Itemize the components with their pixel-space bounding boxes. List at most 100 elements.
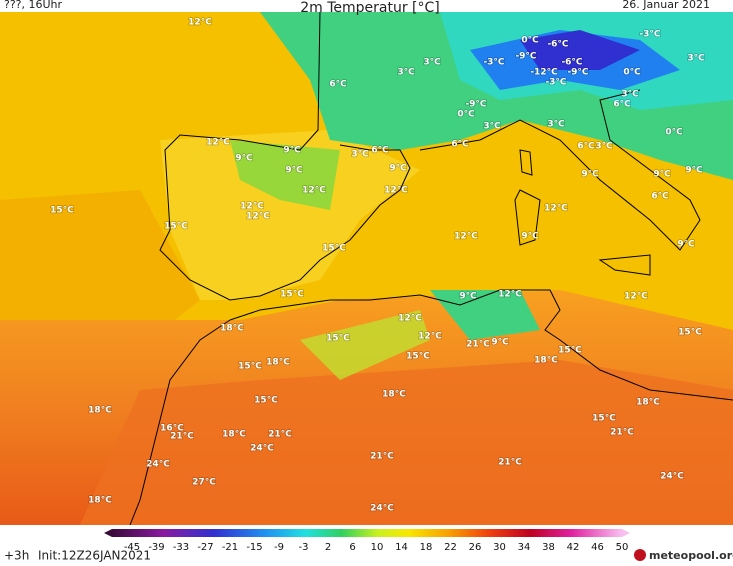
temperature-label: -9°C bbox=[465, 100, 486, 110]
temperature-label: 6°C bbox=[371, 146, 389, 156]
temperature-label: 24°C bbox=[250, 444, 274, 454]
temperature-label: 21°C bbox=[610, 428, 634, 438]
scale-tick-label: 10 bbox=[371, 542, 384, 553]
scale-tick-label: 18 bbox=[420, 542, 433, 553]
scale-tick-label: 46 bbox=[591, 542, 604, 553]
temperature-label: 9°C bbox=[491, 338, 509, 348]
temperature-label: 12°C bbox=[398, 314, 422, 324]
scale-tick-label: -39 bbox=[148, 542, 164, 553]
scale-tick-label: -27 bbox=[197, 542, 213, 553]
temperature-label: 3°C bbox=[595, 142, 613, 152]
temperature-label: 24°C bbox=[146, 460, 170, 470]
temperature-label: 15°C bbox=[164, 222, 188, 232]
logo-icon bbox=[634, 549, 646, 561]
temperature-label: 3°C bbox=[547, 120, 565, 130]
temperature-label: 9°C bbox=[389, 164, 407, 174]
temperature-label: 9°C bbox=[581, 170, 599, 180]
run-time: ???, 16Uhr bbox=[4, 0, 63, 11]
temperature-label: 15°C bbox=[50, 206, 74, 216]
temperature-label: 12°C bbox=[498, 290, 522, 300]
temperature-label: 21°C bbox=[170, 432, 194, 442]
temperature-label: 6°C bbox=[577, 142, 595, 152]
scale-tick-label: 6 bbox=[349, 542, 355, 553]
temperature-label: 12°C bbox=[454, 232, 478, 242]
temperature-labels: 12°C6°C3°C3°C0°C -6°C-3°C-3°C-9°C-6°C-12°… bbox=[49, 17, 705, 515]
temperature-label: -9°C bbox=[515, 52, 536, 62]
temperature-label: 21°C bbox=[370, 452, 394, 462]
temperature-label: 27°C bbox=[192, 478, 216, 488]
temperature-label: 21°C bbox=[268, 430, 292, 440]
temperature-label: 15°C bbox=[678, 328, 702, 338]
temperature-label: 6°C bbox=[613, 100, 631, 110]
scale-tick-label: 30 bbox=[493, 542, 506, 553]
scale-tick-label: 38 bbox=[542, 542, 555, 553]
temperature-label: -3°C bbox=[483, 58, 504, 68]
temperature-label: 24°C bbox=[660, 472, 684, 482]
temperature-label: 9°C bbox=[283, 146, 301, 156]
lead-time: +3h bbox=[4, 549, 29, 563]
scale-tick-label: 50 bbox=[616, 542, 629, 553]
temperature-label: 18°C bbox=[88, 496, 112, 506]
temperature-label: 18°C bbox=[88, 406, 112, 416]
temperature-label: 15°C bbox=[406, 352, 430, 362]
temperature-label: 18°C bbox=[636, 398, 660, 408]
temperature-label: 0°C bbox=[623, 68, 641, 78]
temperature-label: 3°C bbox=[351, 150, 369, 160]
scale-tick-label: -21 bbox=[222, 542, 238, 553]
scale-tick-label: -3 bbox=[299, 542, 309, 553]
temperature-label: 15°C bbox=[322, 244, 346, 254]
temperature-label: 12°C bbox=[418, 332, 442, 342]
temperature-label: -9°C bbox=[567, 68, 588, 78]
scale-tick-label: 2 bbox=[325, 542, 331, 553]
temperature-label: 15°C bbox=[592, 414, 616, 424]
coastlines bbox=[129, 11, 733, 526]
temperature-label: 6°C bbox=[451, 140, 469, 150]
temperature-label: 9°C bbox=[285, 166, 303, 176]
scale-tick-label: -45 bbox=[124, 542, 140, 553]
temperature-label: 21°C bbox=[466, 340, 490, 350]
temperature-label: 12°C bbox=[624, 292, 648, 302]
temperature-label: 12°C bbox=[240, 202, 264, 212]
temperature-label: 15°C bbox=[254, 396, 278, 406]
temperature-label: 24°C bbox=[370, 504, 394, 514]
scale-tick-label: -33 bbox=[173, 542, 189, 553]
temperature-label: 9°C bbox=[685, 166, 703, 176]
temperature-label: 9°C bbox=[653, 170, 671, 180]
temperature-label: 18°C bbox=[222, 430, 246, 440]
temperature-label: 6°C bbox=[651, 192, 669, 202]
temperature-label: 3°C bbox=[687, 54, 705, 64]
scale-tick-label: 34 bbox=[518, 542, 531, 553]
temperature-label: 0°C bbox=[665, 128, 683, 138]
temperature-label: -3°C bbox=[545, 78, 566, 88]
temperature-label: 12°C bbox=[544, 204, 568, 214]
temperature-label: -6°C bbox=[561, 58, 582, 68]
map-title: 2m Temperatur [°C] bbox=[300, 0, 440, 16]
temperature-label: 18°C bbox=[534, 356, 558, 366]
color-scale-ticks: -45 -39 -33 -27 -21 -15 -9 -3 2 6 10 14 18 22 26 30 34 38… bbox=[124, 542, 629, 553]
scale-tick-label: 42 bbox=[567, 542, 580, 553]
temperature-label: 12°C bbox=[246, 212, 270, 222]
temperature-label: 15°C bbox=[238, 362, 262, 372]
temperature-label: 0°C bbox=[457, 110, 475, 120]
scale-tick-label: 26 bbox=[469, 542, 482, 553]
temperature-label: 12°C bbox=[302, 186, 326, 196]
color-scale bbox=[112, 529, 622, 537]
temperature-label: 3°C bbox=[483, 122, 501, 132]
scale-tick-label: -15 bbox=[246, 542, 262, 553]
scale-tick-label: 14 bbox=[395, 542, 408, 553]
temperature-label: 18°C bbox=[220, 324, 244, 334]
init-time: Init:12Z26JAN2021 bbox=[38, 549, 151, 563]
logo[interactable]: meteopool.org bbox=[649, 549, 733, 562]
temperature-label: 3°C bbox=[621, 90, 639, 100]
temperature-label: 9°C bbox=[677, 240, 695, 250]
map-date: 26. Januar 2021 bbox=[622, 0, 710, 11]
temperature-label: 18°C bbox=[266, 358, 290, 368]
temperature-label: 21°C bbox=[498, 458, 522, 468]
temperature-label: 15°C bbox=[558, 346, 582, 356]
temperature-label: -6°C bbox=[547, 40, 568, 50]
temperature-label: 12°C bbox=[188, 18, 212, 28]
temperature-label: 15°C bbox=[326, 334, 350, 344]
scale-tick-label: -9 bbox=[274, 542, 284, 553]
temperature-label: -3°C bbox=[639, 30, 660, 40]
